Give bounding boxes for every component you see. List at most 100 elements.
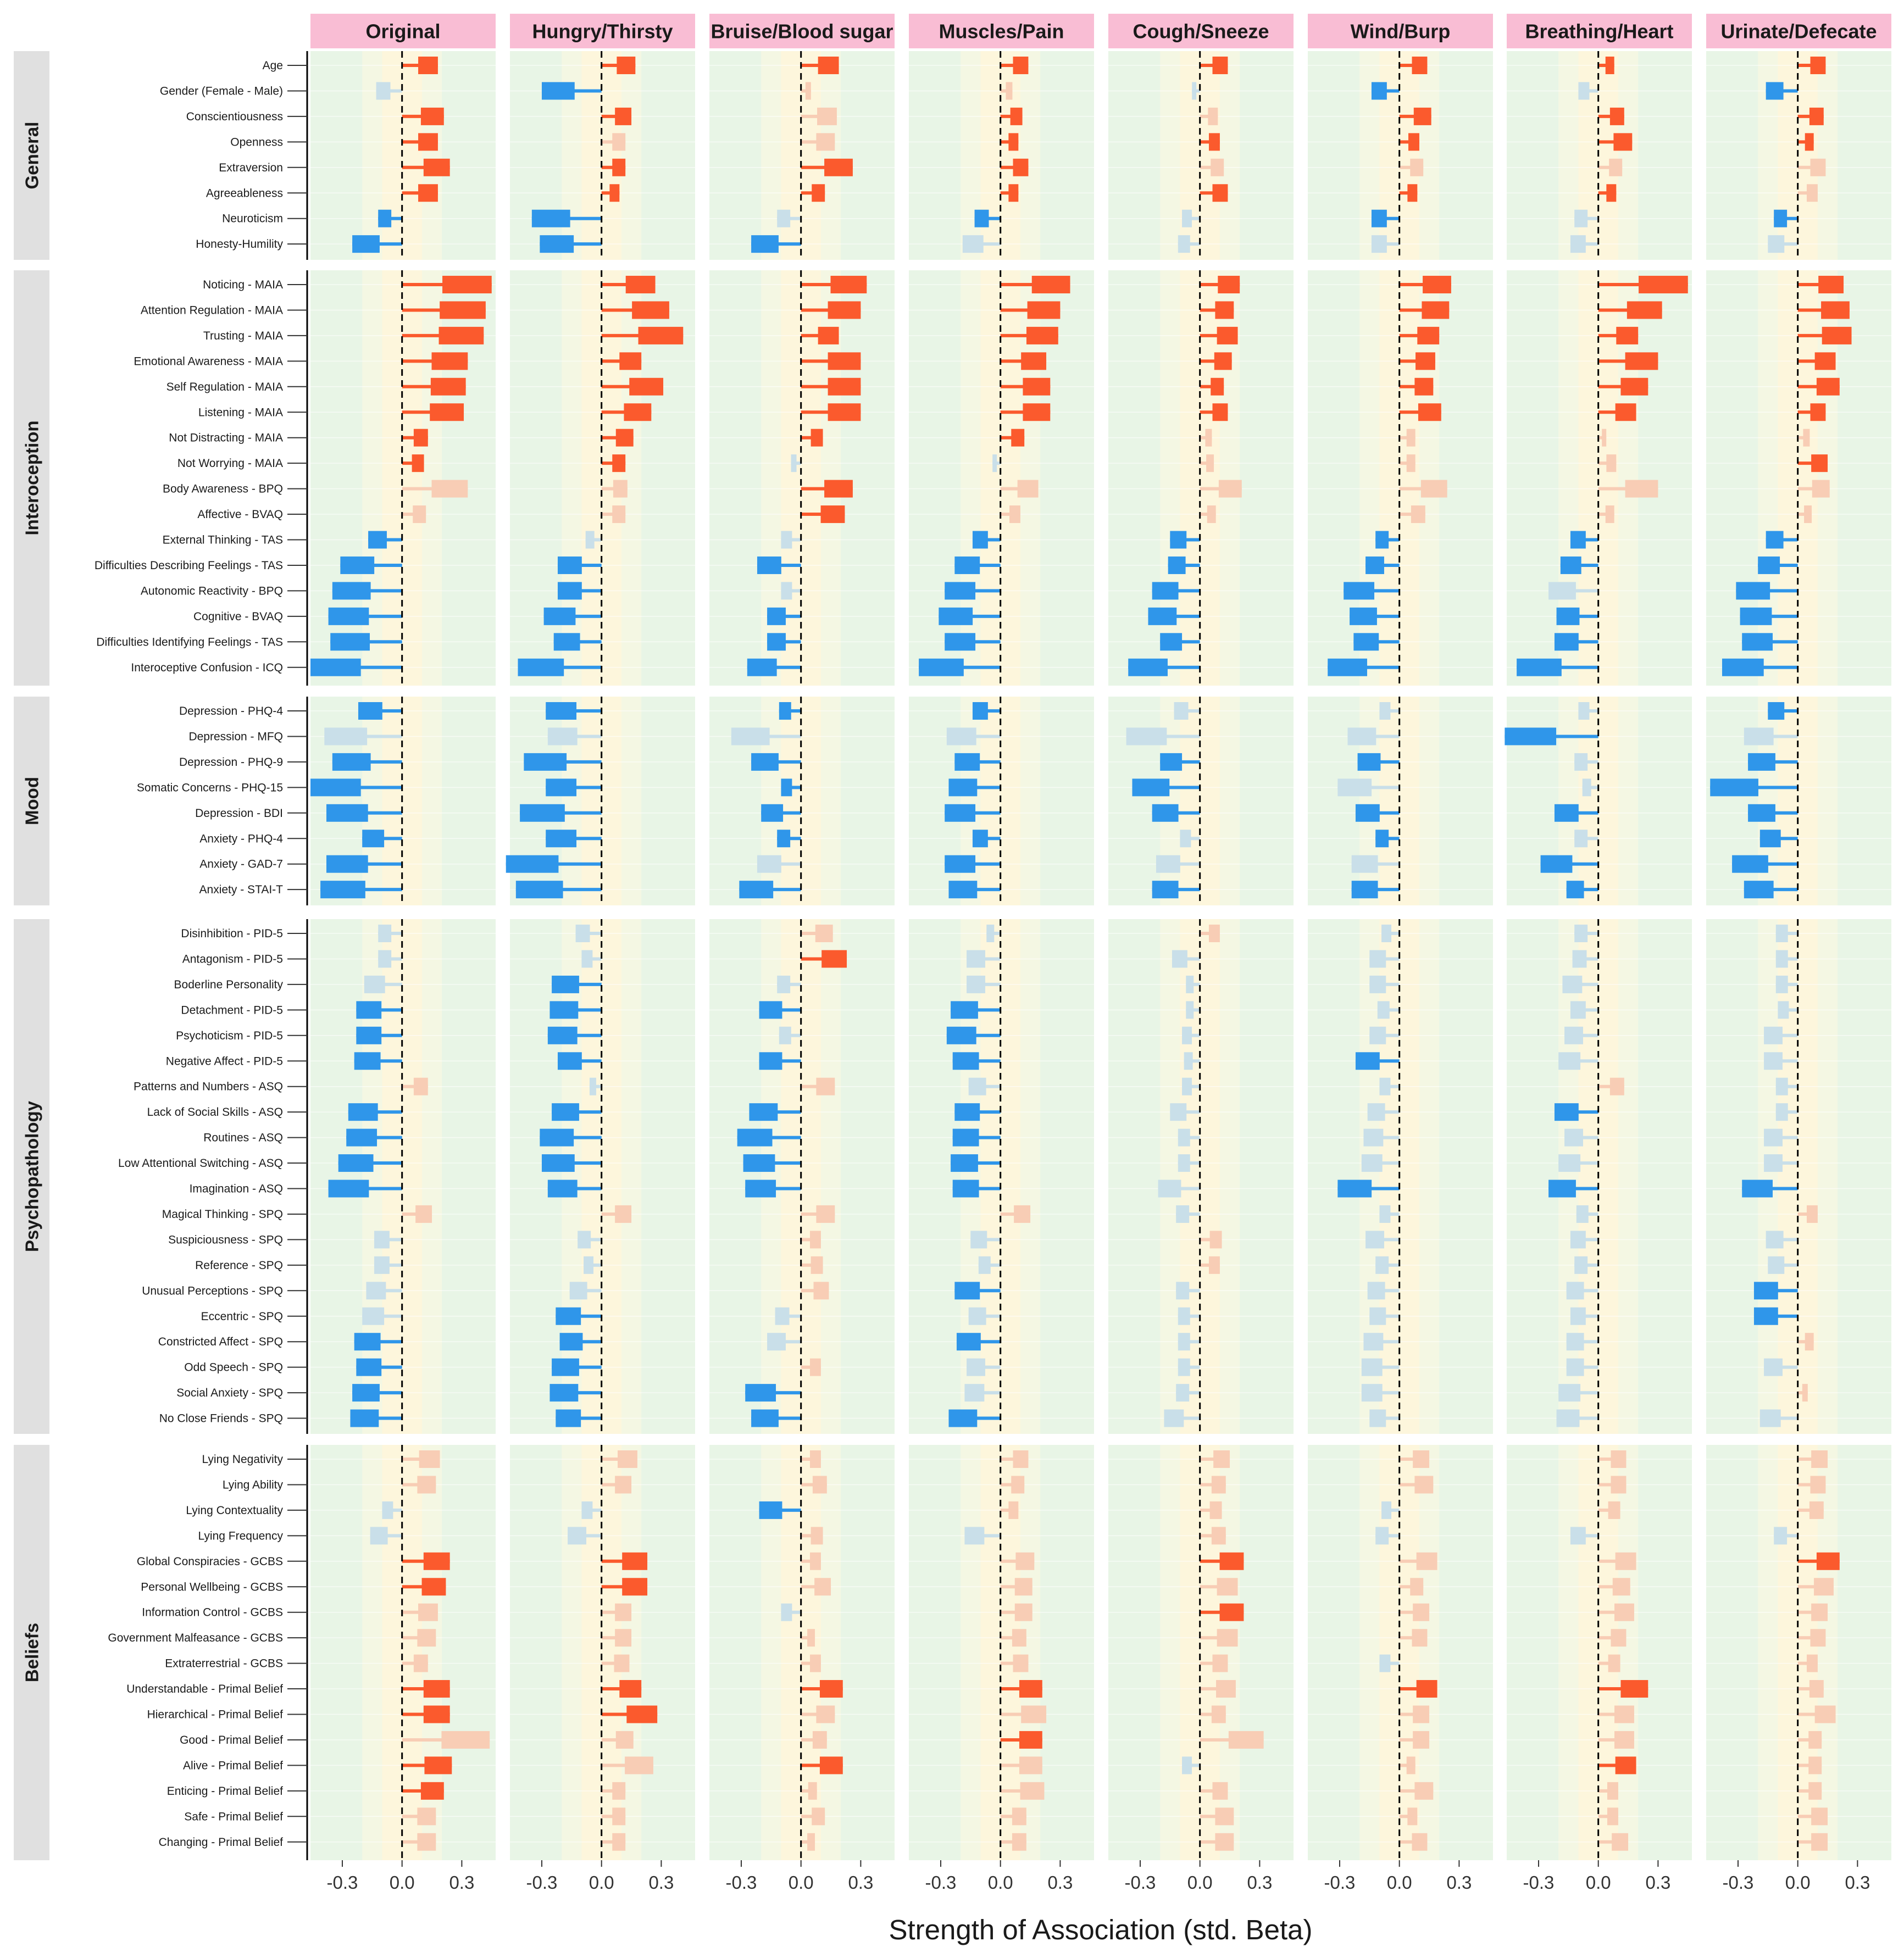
bar-box-reference-spq-cough-sneeze — [1208, 1256, 1220, 1274]
bar-box-anxiety-stai-t-hungry-thirsty — [515, 881, 563, 899]
bar-box-honesty-humility-hungry-thirsty — [540, 235, 574, 253]
bar-box-lack-of-social-skills-asq-hungry-thirsty — [552, 1103, 579, 1121]
bar-box-depression-phq-4-original — [358, 702, 382, 720]
bar-box-attention-regulation-maia-muscles-pain — [1027, 301, 1061, 319]
bar-box-cognitive-bvaq-bruise-blood-sugar — [767, 607, 786, 625]
bar-box-no-close-friends-spq-cough-sneeze — [1164, 1409, 1184, 1427]
bar-box-enticing-primal-belief-muscles-pain — [1020, 1782, 1045, 1800]
bar-box-personal-wellbeing-gcbs-muscles-pain — [1014, 1578, 1033, 1596]
facet-strip-cough-sneeze — [1108, 14, 1294, 48]
bar-box-disinhibition-pid-5-breathing-heart — [1574, 925, 1588, 942]
bar-box-alive-primal-belief-hungry-thirsty — [625, 1756, 653, 1775]
bar-box-changing-primal-belief-muscles-pain — [1012, 1833, 1026, 1851]
x-tick-label: -0.3 — [526, 1872, 558, 1893]
bar-box-routines-asq-breathing-heart — [1564, 1128, 1583, 1147]
row-label-patterns-and-numbers-asq: Patterns and Numbers - ASQ — [134, 1081, 283, 1093]
row-label-depression-phq-9: Depression - PHQ-9 — [179, 756, 283, 769]
row-label-neuroticism: Neuroticism — [222, 213, 283, 225]
bar-box-depression-phq-9-cough-sneeze — [1160, 753, 1183, 771]
bar-box-global-conspiracies-gcbs-breathing-heart — [1615, 1552, 1636, 1570]
bar-box-detachment-pid-5-hungry-thirsty — [549, 1001, 579, 1019]
bar-box-extraterrestrial-gcbs-wind-burp — [1379, 1654, 1391, 1672]
bar-box-social-anxiety-spq-bruise-blood-sugar — [745, 1384, 776, 1402]
bar-box-patterns-and-numbers-asq-hungry-thirsty — [589, 1077, 596, 1095]
bar-box-depression-phq-4-hungry-thirsty — [546, 702, 577, 720]
bar-box-autonomic-reactivity-bpq-wind-burp — [1344, 582, 1375, 600]
row-label-lying-negativity: Lying Negativity — [202, 1453, 284, 1466]
bar-box-attention-regulation-maia-bruise-blood-sugar — [828, 301, 861, 319]
bar-box-difficulties-describing-feelings-tas-breathing-heart — [1560, 556, 1581, 574]
x-tick-label: 0.0 — [390, 1872, 415, 1893]
bar-box-attention-regulation-maia-cough-sneeze — [1215, 301, 1234, 319]
row-label-listening-maia: Listening - MAIA — [198, 406, 283, 419]
bar-box-eccentric-spq-original — [362, 1307, 385, 1325]
row-label-interoceptive-confusion-icq: Interoceptive Confusion - ICQ — [131, 661, 283, 674]
bar-box-difficulties-identifying-feelings-tas-bruise-blood-sugar — [767, 633, 786, 651]
bar-box-low-attentional-switching-asq-hungry-thirsty — [541, 1154, 575, 1172]
bar-box-anxiety-gad-7-muscles-pain — [945, 855, 976, 873]
bar-box-agreeableness-bruise-blood-sugar — [812, 184, 825, 202]
bar-box-not-distracting-maia-urinate-defecate — [1803, 429, 1810, 447]
bar-box-personal-wellbeing-gcbs-urinate-defecate — [1814, 1578, 1834, 1596]
bar-box-lying-frequency-wind-burp — [1375, 1527, 1389, 1545]
bar-box-lack-of-social-skills-asq-cough-sneeze — [1170, 1103, 1187, 1121]
row-label-somatic-concerns-phq-15: Somatic Concerns - PHQ-15 — [137, 781, 283, 794]
bar-box-suspiciousness-spq-urinate-defecate — [1766, 1231, 1784, 1249]
bar-box-depression-bdi-breathing-heart — [1554, 804, 1579, 822]
bar-box-disinhibition-pid-5-hungry-thirsty — [575, 925, 590, 942]
group-strip-psychopathology — [14, 919, 49, 1434]
row-label-anxiety-phq-4: Anxiety - PHQ-4 — [199, 832, 283, 845]
bar-box-social-anxiety-spq-muscles-pain — [964, 1384, 985, 1402]
bar-box-lying-negativity-wind-burp — [1413, 1450, 1430, 1468]
row-label-honesty-humility: Honesty-Humility — [196, 238, 283, 251]
bar-box-depression-phq-4-muscles-pain — [972, 702, 988, 720]
facet-label-muscles-pain: Muscles/Pain — [939, 20, 1064, 43]
bar-box-safe-primal-belief-hungry-thirsty — [612, 1807, 626, 1826]
bar-box-difficulties-identifying-feelings-tas-breathing-heart — [1554, 633, 1579, 651]
bar-box-unusual-perceptions-spq-breathing-heart — [1566, 1282, 1584, 1300]
bar-box-psychoticism-pid-5-original — [356, 1026, 382, 1044]
bar-box-anxiety-stai-t-muscles-pain — [948, 881, 978, 899]
bar-box-depression-phq-9-breathing-heart — [1574, 753, 1588, 771]
bar-box-openness-wind-burp — [1408, 133, 1419, 151]
bar-box-antagonism-pid-5-hungry-thirsty — [581, 950, 593, 968]
bar-box-government-malfeasance-gcbs-breathing-heart — [1611, 1629, 1627, 1647]
bar-box-affective-bvaq-cough-sneeze — [1207, 505, 1216, 524]
bar-box-suspiciousness-spq-original — [374, 1231, 390, 1249]
bar-box-enticing-primal-belief-bruise-blood-sugar — [808, 1782, 817, 1800]
bar-box-boderline-personality-hungry-thirsty — [552, 975, 579, 993]
bar-box-trusting-maia-urinate-defecate — [1822, 326, 1852, 344]
x-tick-label: 0.0 — [789, 1872, 814, 1893]
bar-box-autonomic-reactivity-bpq-hungry-thirsty — [557, 582, 582, 600]
bar-box-patterns-and-numbers-asq-bruise-blood-sugar — [816, 1077, 835, 1095]
bar-box-affective-bvaq-urinate-defecate — [1804, 505, 1812, 524]
bar-box-anxiety-phq-4-wind-burp — [1375, 830, 1389, 848]
chart-labels: Original Hungry/Thirsty Bruise/Blood sugar… — [22, 20, 1877, 1893]
row-label-affective-bvaq: Affective - BVAQ — [197, 508, 283, 521]
row-label-detachment-pid-5: Detachment - PID-5 — [181, 1004, 283, 1016]
bar-box-depression-phq-9-muscles-pain — [954, 753, 980, 771]
bar-box-magical-thinking-spq-original — [415, 1205, 432, 1223]
bar-box-noticing-maia-bruise-blood-sugar — [830, 276, 867, 293]
bar-box-emotional-awareness-maia-cough-sneeze — [1214, 352, 1232, 370]
bar-box-changing-primal-belief-original — [417, 1833, 436, 1851]
x-tick-label: 0.3 — [1446, 1872, 1472, 1893]
bar-box-antagonism-pid-5-cough-sneeze — [1172, 950, 1187, 968]
bar-box-changing-primal-belief-urinate-defecate — [1811, 1833, 1828, 1851]
facet-label-hungry-thirsty: Hungry/Thirsty — [532, 20, 673, 43]
row-label-attention-regulation-maia: Attention Regulation - MAIA — [141, 304, 283, 316]
bar-box-negative-affect-pid-5-breathing-heart — [1558, 1052, 1581, 1070]
facet-strip-bruise-blood-sugar — [709, 14, 895, 48]
bar-box-lying-frequency-original — [370, 1527, 388, 1545]
bar-box-social-anxiety-spq-breathing-heart — [1558, 1384, 1581, 1402]
bar-box-lying-frequency-hungry-thirsty — [568, 1527, 586, 1545]
bar-box-low-attentional-switching-asq-muscles-pain — [951, 1154, 978, 1172]
bar-box-understandable-primal-belief-bruise-blood-sugar — [819, 1680, 843, 1698]
bar-box-somatic-concerns-phq-15-hungry-thirsty — [546, 778, 577, 797]
bar-box-constricted-affect-spq-wind-burp — [1363, 1333, 1384, 1351]
bar-box-trusting-maia-wind-burp — [1417, 326, 1440, 344]
bar-box-personal-wellbeing-gcbs-breathing-heart — [1612, 1578, 1630, 1596]
x-tick-label: -0.3 — [726, 1872, 757, 1893]
bar-box-extraterrestrial-gcbs-cough-sneeze — [1212, 1654, 1228, 1672]
facet-strip-muscles-pain — [909, 14, 1094, 48]
